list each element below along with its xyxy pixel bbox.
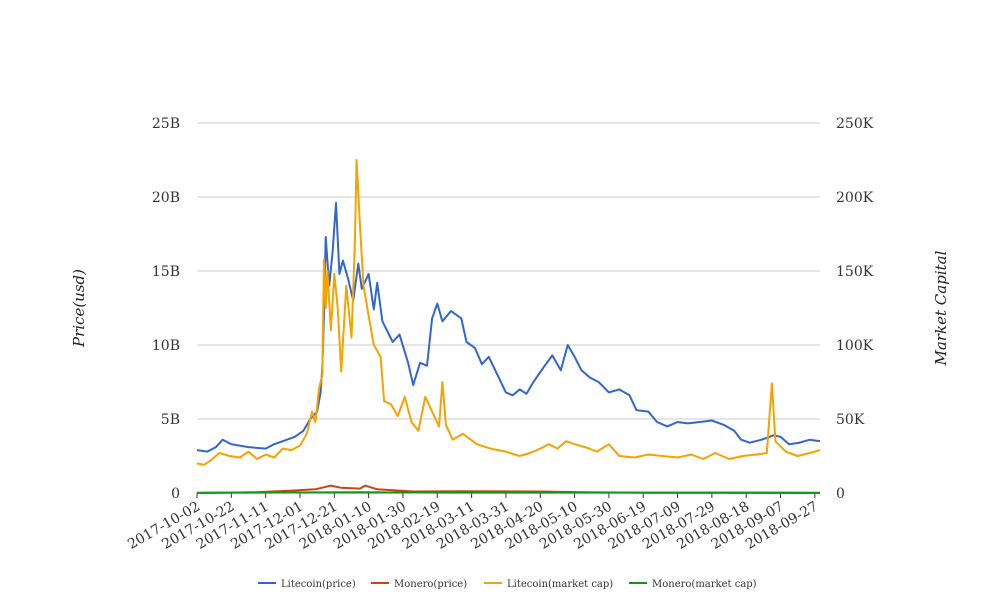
y-tick-label-left: 25B [152, 116, 180, 132]
x-axis: 2017-10-022017-10-222017-11-112017-12-01… [125, 493, 821, 553]
series-group [196, 159, 821, 494]
legend: Litecoin(price) Monero(price) Litecoin(mar… [258, 579, 757, 590]
legend-label: Litecoin(price) [281, 579, 356, 590]
y-tick-label-left: 5B [161, 412, 180, 428]
legend-label: Monero(price) [394, 579, 467, 590]
series-line-2 [196, 159, 821, 466]
legend-label: Litecoin(market cap) [507, 579, 613, 590]
y-tick-label-right: 100K [836, 338, 874, 354]
y-tick-label-left: 10B [152, 338, 180, 354]
y-axis-left: 0 5B 10B 15B 20B 25B [152, 116, 180, 502]
series-line-0 [196, 201, 821, 453]
y-axis-right: 0 50K 100K 150K 200K 250K [836, 116, 874, 502]
y-tick-label-right: 150K [836, 264, 874, 280]
y-axis-left-title: Price(usd) [70, 269, 88, 348]
y-tick-label-left: 0 [171, 486, 180, 502]
y-axis-right-title: Market Capital [932, 250, 950, 366]
y-tick-label-left: 15B [152, 264, 180, 280]
y-tick-label-right: 0 [836, 486, 845, 502]
y-tick-label-right: 50K [836, 412, 865, 428]
y-tick-label-left: 20B [152, 190, 180, 206]
y-tick-label-right: 250K [836, 116, 874, 132]
legend-label: Monero(market cap) [652, 579, 757, 590]
y-tick-label-right: 200K [836, 190, 874, 206]
